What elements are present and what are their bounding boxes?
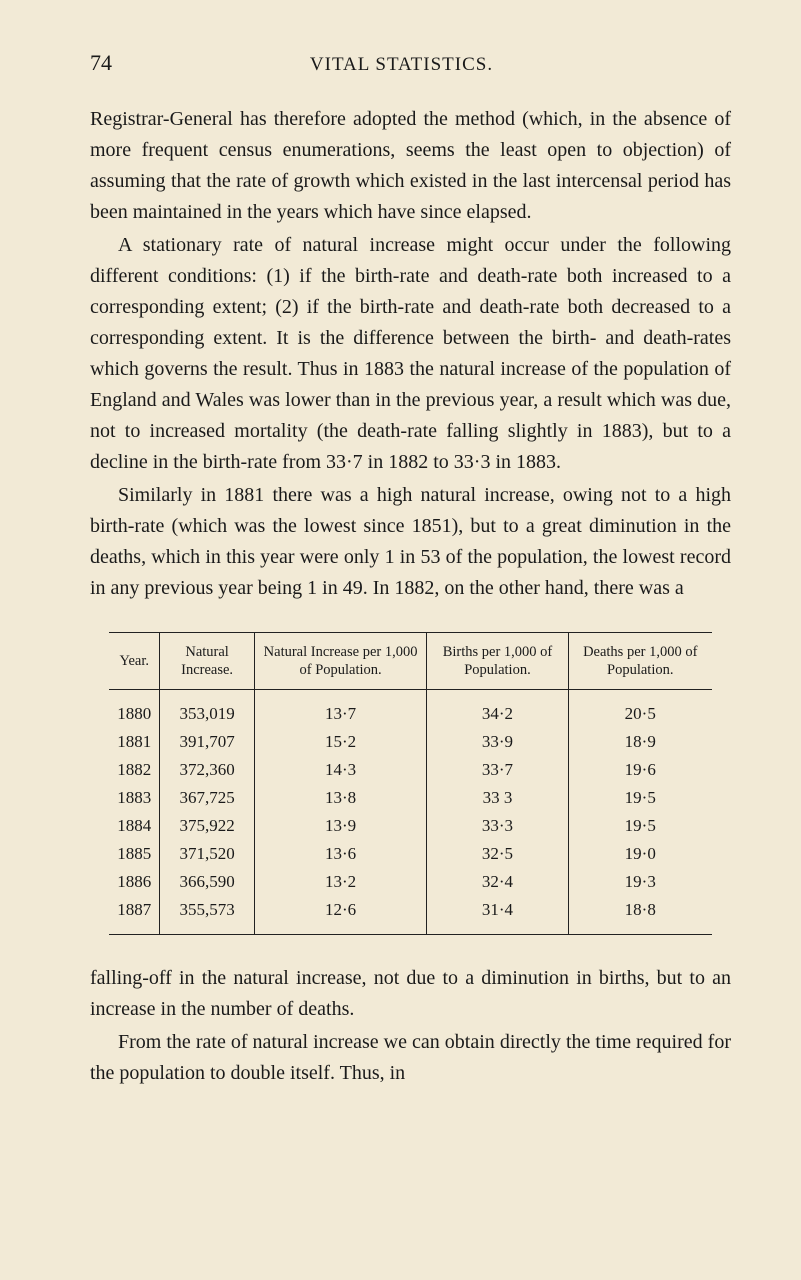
col-year: Year. xyxy=(109,633,160,690)
paragraph-2: A stationary rate of natural increase mi… xyxy=(90,230,731,478)
paragraph-4: falling-off in the natural increase, not… xyxy=(90,963,731,1025)
col-natural-increase: Natural Increase. xyxy=(160,633,255,690)
cell-b: 33·7 xyxy=(427,756,569,784)
cell-year: 1884 xyxy=(109,812,160,840)
body-text: Registrar-General has therefore adopted … xyxy=(90,104,731,604)
cell-nip: 13·2 xyxy=(254,868,426,896)
header-row: 74 VITAL STATISTICS. xyxy=(90,50,731,76)
cell-ni: 371,520 xyxy=(160,840,255,868)
cell-year: 1881 xyxy=(109,728,160,756)
running-head: VITAL STATISTICS. xyxy=(112,54,691,76)
cell-nip: 14·3 xyxy=(254,756,426,784)
cell-nip: 15·2 xyxy=(254,728,426,756)
cell-ni: 366,590 xyxy=(160,868,255,896)
cell-b: 33·3 xyxy=(427,812,569,840)
cell-year: 1880 xyxy=(109,690,160,729)
cell-d: 20·5 xyxy=(568,690,712,729)
cell-ni: 353,019 xyxy=(160,690,255,729)
cell-ni: 375,922 xyxy=(160,812,255,840)
cell-d: 19·6 xyxy=(568,756,712,784)
cell-year: 1886 xyxy=(109,868,160,896)
cell-year: 1882 xyxy=(109,756,160,784)
table-row: 1885 371,520 13·6 32·5 19·0 xyxy=(109,840,712,868)
cell-ni: 367,725 xyxy=(160,784,255,812)
table-header-row: Year. Natural Increase. Natural Increase… xyxy=(109,633,712,690)
cell-b: 32·4 xyxy=(427,868,569,896)
cell-nip: 13·8 xyxy=(254,784,426,812)
cell-year: 1887 xyxy=(109,896,160,935)
table-row: 1887 355,573 12·6 31·4 18·8 xyxy=(109,896,712,935)
cell-ni: 391,707 xyxy=(160,728,255,756)
body-text-after: falling-off in the natural increase, not… xyxy=(90,963,731,1089)
page: 74 VITAL STATISTICS. Registrar-General h… xyxy=(0,0,801,1151)
cell-d: 19·0 xyxy=(568,840,712,868)
col-deaths-per-1000: Deaths per 1,000 of Population. xyxy=(568,633,712,690)
cell-year: 1883 xyxy=(109,784,160,812)
table-row: 1882 372,360 14·3 33·7 19·6 xyxy=(109,756,712,784)
cell-year: 1885 xyxy=(109,840,160,868)
cell-ni: 355,573 xyxy=(160,896,255,935)
page-number: 74 xyxy=(90,50,112,76)
col-births-per-1000: Births per 1,000 of Population. xyxy=(427,633,569,690)
cell-nip: 13·7 xyxy=(254,690,426,729)
table-row: 1884 375,922 13·9 33·3 19·5 xyxy=(109,812,712,840)
vital-stats-table: Year. Natural Increase. Natural Increase… xyxy=(109,632,712,935)
paragraph-3: Similarly in 1881 there was a high natur… xyxy=(90,480,731,604)
table-row: 1880 353,019 13·7 34·2 20·5 xyxy=(109,690,712,729)
cell-b: 31·4 xyxy=(427,896,569,935)
col-ni-per-1000: Natural Increase per 1,000 of Population… xyxy=(254,633,426,690)
table-row: 1886 366,590 13·2 32·4 19·3 xyxy=(109,868,712,896)
table-row: 1883 367,725 13·8 33 3 19·5 xyxy=(109,784,712,812)
cell-nip: 13·6 xyxy=(254,840,426,868)
cell-b: 34·2 xyxy=(427,690,569,729)
cell-d: 18·9 xyxy=(568,728,712,756)
cell-b: 33·9 xyxy=(427,728,569,756)
cell-ni: 372,360 xyxy=(160,756,255,784)
cell-b: 32·5 xyxy=(427,840,569,868)
cell-d: 19·3 xyxy=(568,868,712,896)
cell-d: 18·8 xyxy=(568,896,712,935)
cell-nip: 13·9 xyxy=(254,812,426,840)
cell-b: 33 3 xyxy=(427,784,569,812)
paragraph-5: From the rate of natural increase we can… xyxy=(90,1027,731,1089)
cell-nip: 12·6 xyxy=(254,896,426,935)
paragraph-1: Registrar-General has therefore adopted … xyxy=(90,104,731,228)
cell-d: 19·5 xyxy=(568,784,712,812)
cell-d: 19·5 xyxy=(568,812,712,840)
table-row: 1881 391,707 15·2 33·9 18·9 xyxy=(109,728,712,756)
